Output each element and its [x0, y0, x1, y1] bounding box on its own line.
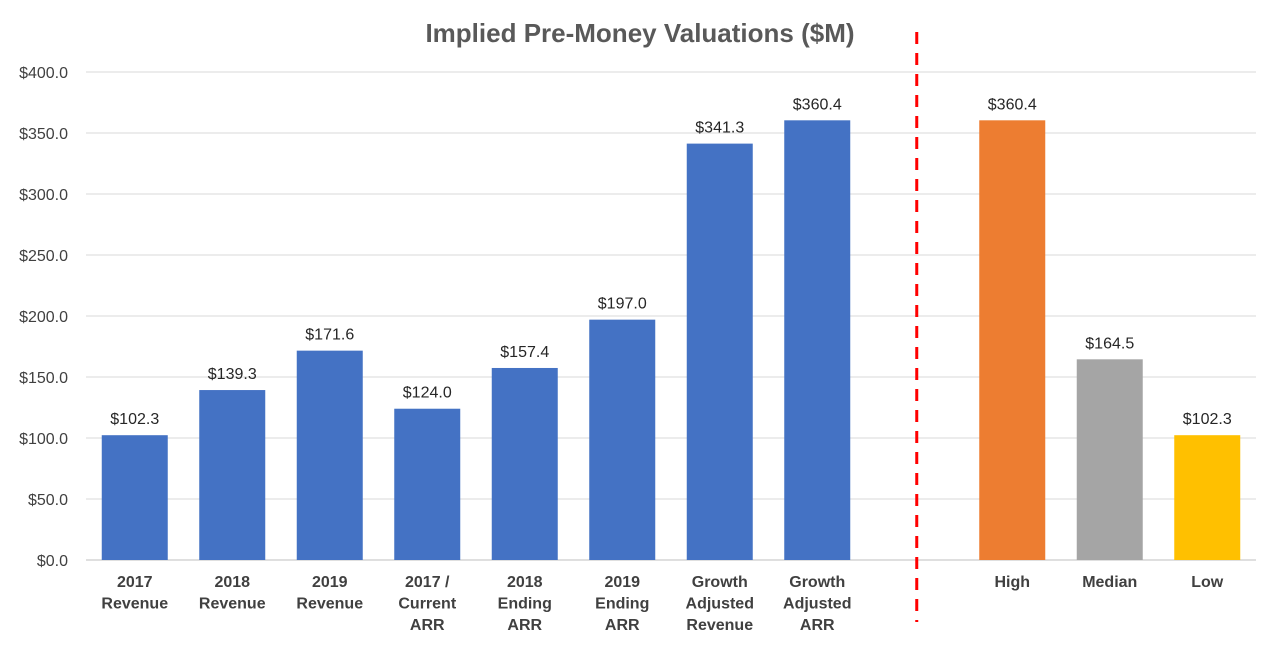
y-tick-label: $50.0 [28, 492, 68, 509]
x-tick-label: Low [1191, 574, 1224, 591]
x-axis-tick-labels: 2017 Revenue 2018 Revenue 2019 Revenue 2017 /C… [101, 574, 1223, 634]
bar [1174, 435, 1241, 560]
y-axis-tick-labels: $0.0 $50.0 $100.0 $150.0 $200.0 $250.0 $300.0 $… [19, 65, 68, 570]
data-label: $164.5 [1085, 335, 1134, 352]
data-labels: $102.3 $139.3 $171.6 $124.0 $157.4 $197.0 $341… [110, 96, 1232, 428]
bar [296, 350, 363, 560]
bar [979, 120, 1046, 560]
data-label: $360.4 [793, 96, 842, 113]
bar [101, 435, 168, 560]
bar [686, 143, 753, 560]
bar [589, 319, 656, 560]
x-tick-label: High [994, 574, 1030, 591]
x-tick-label: Growth Adjusted Revenue [686, 574, 754, 634]
data-label: $102.3 [110, 411, 159, 428]
y-tick-label: $350.0 [19, 126, 68, 143]
bars [101, 120, 1241, 560]
y-tick-label: $100.0 [19, 431, 68, 448]
data-label: $360.4 [988, 96, 1037, 113]
x-tick-label: 2019 Revenue [296, 574, 363, 613]
bar [491, 367, 558, 560]
data-label: $139.3 [208, 366, 257, 383]
data-label: $102.3 [1183, 411, 1232, 428]
x-tick-label: Median [1082, 574, 1137, 591]
x-tick-label: 2017 /Current ARR [398, 574, 456, 634]
y-tick-label: $0.0 [37, 553, 68, 570]
y-tick-label: $250.0 [19, 248, 68, 265]
y-tick-label: $400.0 [19, 65, 68, 82]
bar [784, 120, 851, 560]
x-tick-label: 2018 Revenue [199, 574, 266, 613]
bar [1076, 359, 1143, 560]
x-tick-label: 2019 Ending ARR [595, 574, 649, 634]
data-label: $171.6 [305, 327, 354, 344]
x-tick-label: 2018 Ending ARR [498, 574, 552, 634]
y-tick-label: $150.0 [19, 370, 68, 387]
data-label: $197.0 [598, 296, 647, 313]
y-tick-label: $300.0 [19, 187, 68, 204]
x-tick-label: Growth Adjusted ARR [783, 574, 851, 634]
data-label: $124.0 [403, 385, 452, 402]
chart-title: Implied Pre-Money Valuations ($M) [425, 18, 854, 48]
y-tick-label: $200.0 [19, 309, 68, 326]
data-label: $341.3 [695, 120, 744, 137]
x-tick-label: 2017 Revenue [101, 574, 168, 613]
bar [199, 390, 266, 560]
data-label: $157.4 [500, 344, 549, 361]
bar [394, 408, 461, 560]
gridlines [86, 71, 1256, 561]
